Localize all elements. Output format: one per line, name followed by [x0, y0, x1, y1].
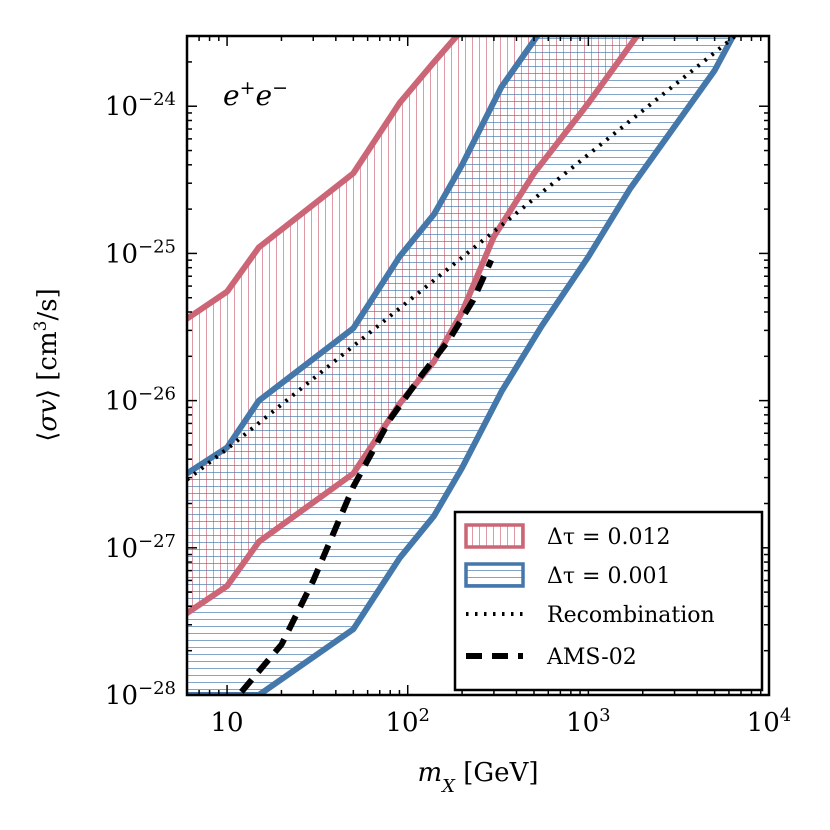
legend-label-recombination: Recombination — [547, 603, 715, 628]
y-tick-label: 10−28 — [105, 678, 176, 712]
legend-swatch-band-1 — [464, 523, 525, 549]
ams02-line — [239, 258, 494, 694]
y-tick-label: 10−27 — [105, 530, 176, 564]
band-2-lower-line — [187, 36, 737, 695]
y-tick-label: 10−25 — [105, 236, 176, 270]
x-axis-title: mX [GeV] — [418, 758, 539, 797]
x-tick-label: 104 — [747, 705, 792, 739]
band-2-upper-line — [187, 36, 541, 477]
plot-frame — [185, 34, 771, 697]
legend-label-band-1: Δτ = 0.012 — [547, 525, 670, 550]
band-1-upper-line — [187, 36, 461, 322]
y-axis-title: ⟨σv⟩ [cm3/s] — [31, 288, 63, 441]
annotation-label: e+e− — [223, 77, 288, 112]
band-fill-2 — [187, 36, 734, 695]
x-tick-label: 103 — [566, 705, 611, 739]
y-tick-label: 10−24 — [105, 89, 176, 123]
legend: Δτ = 0.012 Δτ = 0.001 Recombination AMS-02 — [453, 510, 764, 692]
legend-label-ams02: AMS-02 — [546, 645, 637, 670]
x-tick-label: 10 — [211, 708, 244, 738]
band-1-lower-line — [187, 36, 641, 617]
y-tick-label: 10−26 — [105, 383, 176, 417]
legend-label-band-2: Δτ = 0.001 — [547, 564, 670, 589]
x-tick-label: 102 — [385, 705, 430, 739]
legend-swatch-band-2 — [464, 562, 525, 588]
